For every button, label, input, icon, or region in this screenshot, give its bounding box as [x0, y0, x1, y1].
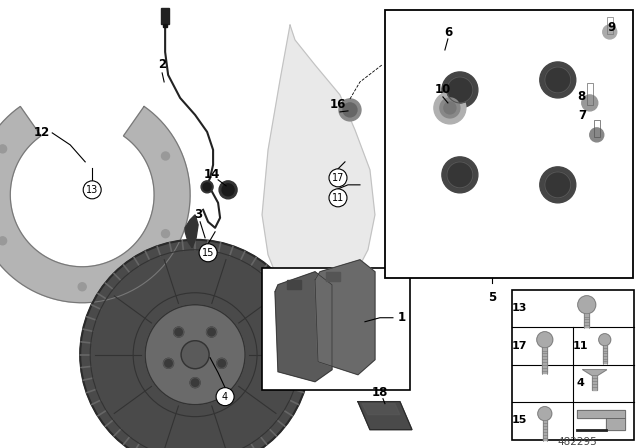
Text: 17: 17 [512, 341, 527, 351]
Circle shape [442, 72, 478, 108]
Text: 8: 8 [578, 90, 586, 103]
Polygon shape [425, 35, 608, 255]
Text: 15: 15 [512, 415, 527, 425]
Circle shape [80, 240, 310, 448]
Circle shape [207, 327, 216, 337]
Circle shape [78, 283, 86, 291]
Bar [592, 376, 597, 390]
Circle shape [442, 157, 478, 193]
Circle shape [599, 334, 611, 346]
Bar [594, 120, 600, 137]
Circle shape [444, 102, 456, 114]
Circle shape [545, 172, 571, 198]
Bar [161, 8, 169, 24]
Circle shape [219, 181, 237, 199]
Bar [584, 313, 589, 327]
Polygon shape [0, 107, 190, 303]
Circle shape [173, 327, 184, 337]
Text: 4: 4 [577, 378, 585, 388]
Bar [607, 17, 612, 34]
Circle shape [540, 62, 576, 98]
Text: 13: 13 [86, 185, 99, 195]
Bar [262, 268, 410, 390]
Circle shape [83, 181, 101, 199]
Bar [326, 272, 340, 281]
Circle shape [447, 77, 473, 103]
Text: 3: 3 [194, 208, 202, 221]
Circle shape [203, 183, 211, 191]
Text: 482295: 482295 [558, 437, 598, 447]
Polygon shape [185, 215, 198, 248]
Bar [603, 345, 607, 363]
Bar [594, 120, 600, 137]
Polygon shape [583, 370, 607, 376]
Bar [543, 420, 547, 439]
Circle shape [145, 305, 245, 405]
Polygon shape [605, 418, 625, 430]
Polygon shape [275, 272, 332, 382]
Text: 14: 14 [204, 168, 220, 181]
Text: 5: 5 [488, 291, 496, 304]
Bar [432, 57, 446, 235]
Circle shape [343, 103, 357, 117]
Circle shape [190, 378, 200, 388]
Circle shape [434, 92, 466, 124]
Circle shape [537, 332, 553, 348]
Circle shape [217, 358, 227, 368]
Polygon shape [362, 404, 400, 415]
Text: 4: 4 [222, 392, 228, 402]
Circle shape [447, 162, 473, 188]
Bar [587, 83, 593, 105]
Circle shape [545, 67, 571, 93]
Text: 6: 6 [444, 26, 452, 39]
Circle shape [201, 181, 213, 193]
Circle shape [163, 358, 173, 368]
Circle shape [339, 99, 361, 121]
Circle shape [0, 145, 6, 153]
Circle shape [161, 230, 170, 238]
Circle shape [0, 237, 6, 245]
Polygon shape [315, 260, 375, 375]
Text: 11: 11 [573, 341, 589, 351]
Text: 2: 2 [158, 58, 166, 71]
Text: 15: 15 [202, 248, 214, 258]
Text: 10: 10 [435, 83, 451, 96]
Circle shape [329, 189, 347, 207]
Circle shape [540, 167, 576, 203]
Bar [385, 10, 633, 278]
Circle shape [538, 407, 552, 421]
Circle shape [603, 25, 617, 39]
Text: 7: 7 [579, 109, 587, 122]
Bar [287, 280, 301, 289]
Text: 1: 1 [398, 311, 406, 324]
Text: 12: 12 [34, 126, 51, 139]
Bar [542, 347, 547, 373]
Text: 9: 9 [607, 22, 616, 34]
Text: 16: 16 [330, 99, 346, 112]
Circle shape [216, 388, 234, 405]
Circle shape [161, 152, 170, 160]
Bar [163, 24, 167, 27]
Polygon shape [262, 25, 375, 318]
Circle shape [181, 341, 209, 369]
Circle shape [329, 169, 347, 187]
Circle shape [199, 244, 217, 262]
Text: 11: 11 [332, 193, 344, 203]
Circle shape [222, 184, 234, 196]
Circle shape [440, 98, 460, 118]
Bar [577, 409, 625, 418]
Bar [512, 290, 634, 439]
Polygon shape [358, 402, 412, 430]
Bar [607, 17, 612, 34]
Text: 13: 13 [512, 303, 527, 313]
Circle shape [590, 128, 604, 142]
Bar [587, 83, 593, 105]
Circle shape [582, 95, 598, 111]
Text: 17: 17 [332, 173, 344, 183]
Circle shape [578, 296, 596, 314]
Text: 18: 18 [372, 386, 388, 399]
